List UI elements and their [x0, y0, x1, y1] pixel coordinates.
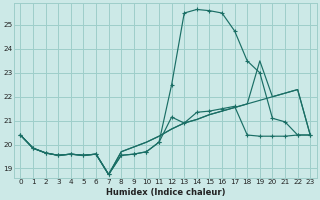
X-axis label: Humidex (Indice chaleur): Humidex (Indice chaleur) [106, 188, 225, 197]
